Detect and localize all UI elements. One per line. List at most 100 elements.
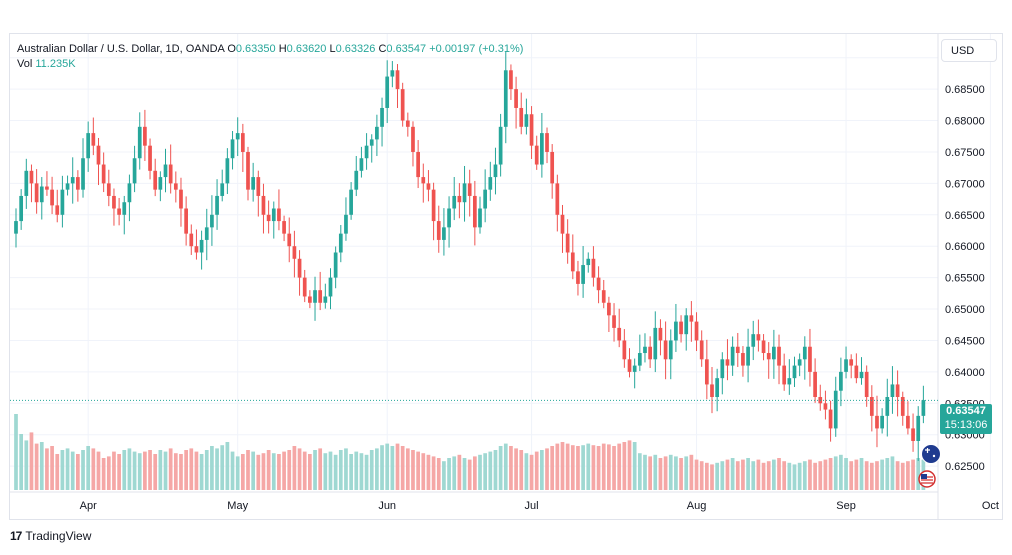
volume-bar	[106, 456, 111, 490]
candle-body	[220, 183, 225, 196]
volume-bar	[127, 448, 132, 490]
volume-bar	[395, 443, 400, 490]
candle-body	[916, 415, 921, 441]
tradingview-logo[interactable]: 17 TradingView	[10, 529, 91, 543]
volume-bar	[483, 453, 488, 490]
us-flag-icon[interactable]	[917, 470, 936, 488]
candle-body	[730, 346, 735, 366]
candle-body	[493, 164, 498, 178]
candle-body	[19, 195, 24, 222]
volume-bar	[426, 454, 431, 490]
volume-bar	[101, 458, 106, 490]
volume-bar	[540, 450, 544, 490]
volume-bar	[96, 451, 101, 490]
candle-body	[158, 177, 163, 190]
volume-bar	[153, 454, 158, 490]
volume-bar	[194, 451, 199, 490]
volume-bar	[338, 450, 343, 490]
volume-label: Vol	[17, 58, 33, 70]
candle-body	[519, 107, 524, 127]
volume-bar	[122, 450, 127, 490]
volume-bar	[658, 458, 663, 490]
candle-body	[735, 346, 740, 354]
candle-body	[50, 189, 54, 206]
candle-body	[246, 151, 250, 190]
volume-bar	[674, 456, 678, 490]
volume-bar	[761, 462, 766, 490]
volume-bar	[256, 454, 261, 490]
volume-bar	[797, 462, 802, 490]
candle-body	[792, 365, 797, 379]
volume-bar	[529, 454, 534, 490]
volume-bar	[380, 445, 384, 490]
candle-body	[256, 177, 261, 196]
last-price-tag: 0.63547 15:13:06	[940, 404, 992, 434]
low-value: 0.63326	[335, 43, 376, 55]
volume-bar	[431, 456, 436, 490]
candle-body	[436, 221, 441, 240]
candle-body	[488, 177, 493, 190]
candle-body	[452, 195, 457, 209]
volume-bar	[148, 450, 152, 490]
candle-body	[498, 126, 503, 165]
candle-body	[694, 321, 699, 341]
volume-bar	[839, 454, 843, 490]
volume-bar	[782, 461, 787, 490]
volume-bar	[730, 458, 735, 490]
candle-body	[787, 378, 792, 385]
candle-body	[472, 195, 477, 228]
x-tick-label: Jun	[378, 500, 396, 512]
candle-body	[859, 371, 864, 379]
volume-bar	[725, 459, 730, 490]
symbol-title[interactable]: Australian Dollar / U.S. Dollar, 1D, OAN…	[17, 43, 225, 55]
candle-body	[607, 302, 611, 316]
candle-body	[849, 359, 854, 366]
candlestick-chart[interactable]: 0.625000.630000.635000.640000.645000.650…	[10, 34, 1000, 520]
candle-body	[648, 346, 652, 360]
candle-body	[395, 70, 400, 90]
australia-flag-icon[interactable]	[921, 444, 941, 464]
volume-value: 11.235K	[35, 58, 76, 70]
volume-bar	[679, 458, 683, 490]
candle-body	[163, 164, 168, 178]
volume-bar	[545, 448, 549, 490]
volume-bar	[704, 462, 709, 490]
volume-bar	[117, 454, 121, 490]
volume-bar	[498, 446, 503, 490]
volume-bar	[29, 432, 34, 490]
volume-bar	[354, 451, 359, 490]
candle-body	[509, 70, 513, 90]
candle-body	[333, 252, 338, 278]
candle-body	[60, 189, 65, 215]
y-tick-label: 0.65500	[945, 273, 985, 285]
candle-body	[96, 145, 101, 165]
volume-bar	[916, 458, 921, 490]
volume-bar	[189, 448, 194, 490]
volume-bar	[246, 450, 250, 490]
candle-body	[524, 114, 529, 127]
volume-bar	[534, 451, 539, 490]
candle-body	[344, 214, 348, 234]
volume-bar	[787, 462, 792, 490]
x-tick-label: Apr	[80, 500, 97, 512]
volume-bar	[261, 453, 266, 490]
candle-body	[431, 189, 436, 222]
candle-body	[906, 415, 910, 429]
currency-button[interactable]: USD	[941, 39, 997, 62]
candle-body	[895, 384, 900, 398]
volume-bar	[282, 451, 286, 490]
candle-body	[885, 397, 890, 416]
candle-body	[235, 133, 240, 140]
candle-body	[643, 346, 647, 354]
x-tick-label: Aug	[687, 500, 707, 512]
candle-body	[591, 258, 596, 278]
candle-body	[761, 340, 766, 354]
volume-bar	[369, 450, 374, 490]
volume-bar	[478, 454, 482, 490]
volume-bar	[55, 454, 60, 490]
volume-bar	[880, 459, 884, 490]
volume-bar	[637, 453, 642, 490]
candle-body	[808, 346, 812, 372]
open-value: 0.63350	[235, 43, 276, 55]
candle-body	[457, 195, 462, 203]
